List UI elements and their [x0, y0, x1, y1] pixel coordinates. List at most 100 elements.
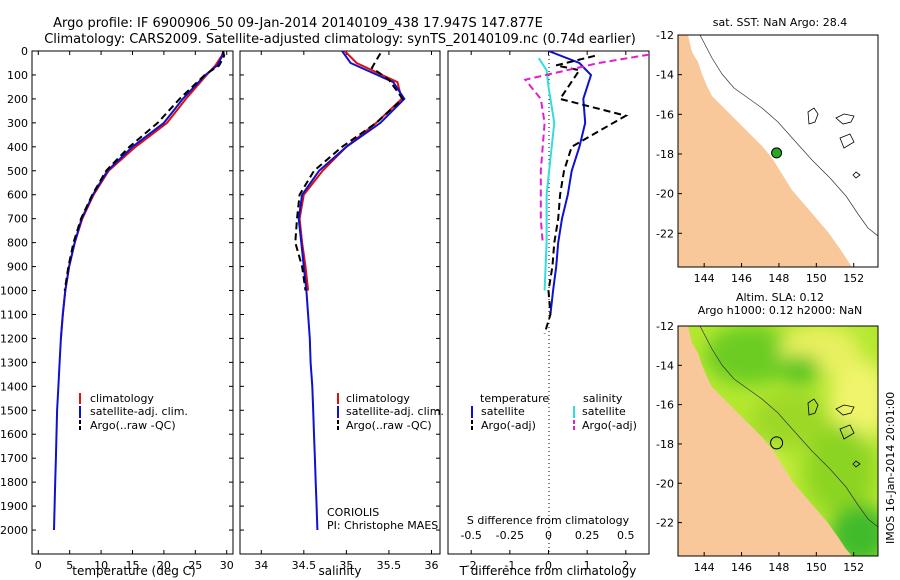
x-tick-label: 20 — [157, 559, 171, 572]
x-tick-label: 35.5 — [377, 559, 402, 572]
figure-title-line1: Argo profile: IF 6900906_50 09-Jan-2014 … — [53, 16, 543, 31]
s-tick-label: -0.5 — [460, 529, 481, 542]
s-tick-label: 0.25 — [575, 529, 600, 542]
map-y-tick-label: -14 — [656, 359, 674, 372]
series-line-temperature-argo-adj- — [543, 54, 629, 334]
s-tick-label: 0.5 — [617, 529, 635, 542]
y-tick-label: 200 — [7, 93, 28, 106]
salinity-lines — [294, 51, 406, 531]
salinity-annotation-line1: CORIOLIS — [327, 506, 379, 519]
sst-map-frame — [677, 34, 879, 268]
map-x-tick-label: 150 — [806, 561, 827, 574]
legend-label-argo: Argo(..raw -QC) — [346, 419, 432, 432]
temperature-x-label: temperature (deg C) — [72, 564, 195, 578]
map-x-tick-label: 148 — [768, 272, 789, 285]
sla-map-reef-4 — [852, 460, 861, 468]
y-tick-label: 900 — [7, 261, 28, 274]
y-tick-label: 1400 — [0, 380, 28, 393]
y-tick-label: 800 — [7, 237, 28, 250]
legend-label-satellite: satellite-adj. clim. — [90, 405, 188, 418]
difference-legend: temperature salinity satellite Argo(-adj… — [471, 392, 637, 432]
legend-label-sal-satellite: satellite — [582, 405, 626, 418]
salinity-legend: climatology satellite-adj. clim. Argo(..… — [337, 392, 444, 432]
salinity-panel: 34 34.5 35 35.5 36 climatology satellite-adj… — [239, 50, 444, 578]
sla-map-ticks: 144 146 148 150 152 -12 -14 -16 -18 -20 -22 — [656, 320, 864, 574]
x-tick-label: 30 — [220, 559, 234, 572]
x-tick-label: 0 — [35, 559, 42, 572]
sla-map-reef-2 — [835, 404, 855, 416]
map-y-tick-label: -18 — [656, 438, 674, 451]
s-tick-label: -0.25 — [496, 529, 524, 542]
difference-lines — [523, 51, 649, 334]
sla-map-frame — [677, 325, 879, 557]
y-tick-label: 700 — [7, 213, 28, 226]
map-y-tick-label: -22 — [656, 517, 674, 530]
legend-label-climatology: climatology — [346, 392, 410, 405]
series-line-satellite-adj-clim- — [297, 51, 406, 531]
map-x-tick-label: 152 — [843, 561, 864, 574]
x-tick-label: 34.5 — [292, 559, 317, 572]
difference-x-ticks: -2 -1 0 1 2 — [466, 51, 629, 572]
series-line-satellite-adj-clim- — [53, 51, 225, 531]
salinity-annotation-line2: PI: Christophe MAES — [327, 519, 438, 532]
y-tick-label: 1800 — [0, 476, 28, 489]
sst-map-ticks: 144 146 148 150 152 -12 -14 -16 -18 -20 -22 — [656, 29, 864, 285]
x-tick-label: 0 — [545, 559, 552, 572]
y-tick-label: 1300 — [0, 356, 28, 369]
x-tick-label: 36 — [424, 559, 438, 572]
map-y-tick-label: -20 — [656, 477, 674, 490]
salinity-y-ticks — [240, 50, 440, 531]
x-tick-label: 10 — [94, 559, 108, 572]
x-tick-label: 15 — [126, 559, 140, 572]
y-tick-label: 400 — [7, 141, 28, 154]
map-y-tick-label: -12 — [656, 29, 674, 42]
sst-map-land — [678, 35, 852, 267]
temperature-x-ticks: 0 5 10 15 20 25 30 — [35, 51, 234, 572]
map-x-tick-label: 144 — [694, 272, 715, 285]
sst-map-reef-2 — [835, 113, 855, 125]
x-tick-label: 2 — [622, 559, 629, 572]
map-x-tick-label: 152 — [843, 272, 864, 285]
x-tick-label: -1 — [504, 559, 515, 572]
x-tick-label: 1 — [584, 559, 591, 572]
difference-panel: -2 -1 0 1 2 temperature salinity satellite A… — [447, 50, 650, 578]
y-tick-label: 1900 — [0, 500, 28, 513]
salinity-plot-frame — [239, 50, 441, 555]
y-tick-label: 1700 — [0, 452, 28, 465]
y-tick-label: 1600 — [0, 428, 28, 441]
y-tick-label: 1200 — [0, 332, 28, 345]
sla-map-reef-3 — [839, 424, 855, 440]
legend-label-temp-satellite: satellite — [481, 405, 525, 418]
y-tick-label: 100 — [7, 69, 28, 82]
sst-map-reef-1 — [807, 107, 819, 125]
temperature-panel: 0100200300400500600700800900100011001200… — [0, 45, 234, 578]
sla-map-side-label: IMOS 16-Jan-2014 20:01:00 — [884, 392, 897, 544]
y-tick-label: 1000 — [0, 285, 28, 298]
salinity-x-ticks: 34 34.5 35 35.5 36 — [254, 51, 438, 572]
legend-header-salinity: salinity — [583, 392, 623, 405]
sst-map-panel: sat. SST: NaN Argo: 28.4 144 146 148 150 152… — [656, 16, 879, 285]
series-line-argo-raw-qc- — [294, 52, 404, 291]
map-y-tick-label: -16 — [656, 108, 674, 121]
sst-map-reef-4 — [852, 171, 861, 179]
series-line-salinity-satellite — [537, 57, 556, 291]
sst-map-shelf-contour — [699, 35, 878, 237]
x-tick-label: -2 — [466, 559, 477, 572]
temperature-lines — [53, 51, 226, 531]
figure-title-line2: Climatology: CARS2009. Satellite-adjuste… — [44, 32, 636, 47]
legend-label-sal-argo: Argo(-adj) — [582, 419, 637, 432]
salinity-x-label: salinity — [318, 564, 361, 578]
x-tick-label: 5 — [66, 559, 73, 572]
map-x-tick-label: 148 — [768, 561, 789, 574]
y-tick-label: 300 — [7, 117, 28, 130]
difference-s-ticks: -0.5 -0.25 0 0.25 0.5 — [460, 529, 634, 542]
difference-s-label: S difference from climatology — [467, 514, 630, 527]
argo-position-marker — [771, 147, 783, 159]
map-x-tick-label: 146 — [731, 561, 752, 574]
legend-header-temperature: temperature — [480, 392, 549, 405]
series-line-temperature-satellite — [548, 51, 593, 315]
difference-x-label: T difference from climatology — [459, 564, 637, 578]
sla-map-title-line1: Altim. SLA: 0.12 — [736, 291, 824, 304]
x-tick-label: 25 — [188, 559, 202, 572]
